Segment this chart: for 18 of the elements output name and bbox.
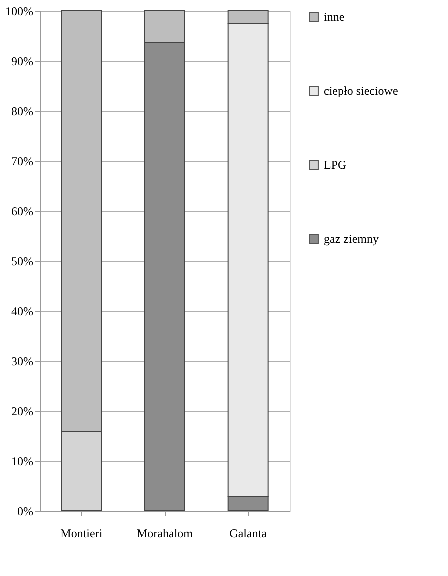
x-tick-label: Montieri [60,526,104,540]
x-tick-label: Galanta [230,526,268,540]
y-tick-label: 30% [12,354,34,368]
y-tick-label: 70% [12,154,34,168]
y-tick-label: 10% [12,454,34,468]
legend-label: gaz ziemny [324,232,379,246]
x-tick-label: Morahalom [137,526,194,540]
y-tick-label: 100% [6,4,34,18]
y-tick-label: 0% [18,504,34,518]
y-tick-label: 40% [12,304,34,318]
y-tick-label: 20% [12,404,34,418]
legend-label: LPG [324,158,348,172]
y-tick-label: 80% [12,104,34,118]
y-tick-label: 60% [12,204,34,218]
legend-label: inne [324,10,345,24]
y-tick-label: 50% [12,254,34,268]
legend-label: ciepło sieciowe [324,84,398,98]
y-tick-label: 90% [12,54,34,68]
